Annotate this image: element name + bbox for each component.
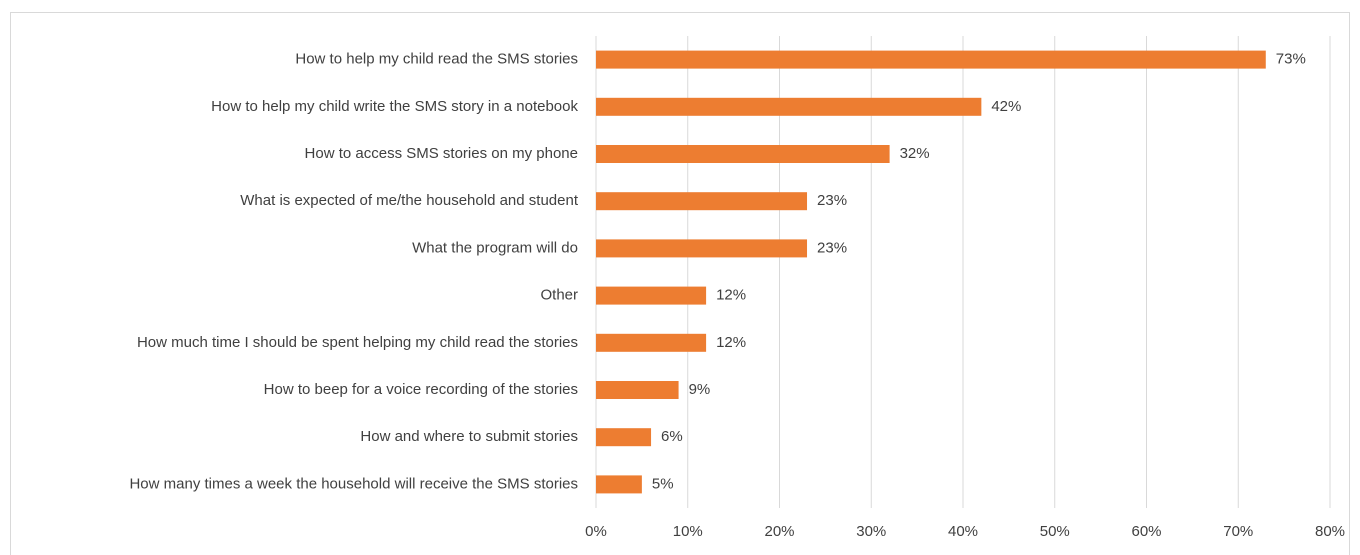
y-tick-label: How much time I should be spent helping … <box>137 334 578 351</box>
data-label: 23% <box>817 192 847 209</box>
y-tick-label: How many times a week the household will… <box>129 475 578 492</box>
data-label: 9% <box>689 381 711 398</box>
data-label: 5% <box>652 475 674 492</box>
x-tick-label: 60% <box>1131 523 1161 540</box>
y-tick-label: How to help my child read the SMS storie… <box>295 51 578 68</box>
x-tick-label: 20% <box>764 523 794 540</box>
bar <box>596 192 808 211</box>
y-tick-label: How to help my child write the SMS story… <box>211 98 578 115</box>
bar <box>596 428 652 447</box>
y-tick-label: How and where to submit stories <box>360 428 578 445</box>
bar <box>596 50 1266 69</box>
bar <box>596 475 642 494</box>
bar <box>596 333 707 352</box>
bar <box>596 97 982 116</box>
x-tick-label: 0% <box>585 523 607 540</box>
x-tick-label: 50% <box>1040 523 1070 540</box>
bar <box>596 381 679 399</box>
bar <box>596 286 707 305</box>
y-tick-label: How to beep for a voice recording of the… <box>264 381 578 398</box>
y-tick-label: Other <box>540 287 578 304</box>
x-tick-label: 40% <box>948 523 978 540</box>
y-tick-label: What the program will do <box>412 239 578 256</box>
data-label: 12% <box>716 334 746 351</box>
data-label: 73% <box>1276 51 1306 68</box>
x-tick-label: 10% <box>673 523 703 540</box>
y-tick-label: How to access SMS stories on my phone <box>305 145 578 162</box>
data-label: 12% <box>716 287 746 304</box>
data-label: 42% <box>991 98 1021 115</box>
y-tick-label: What is expected of me/the household and… <box>240 192 579 209</box>
bar <box>596 145 890 163</box>
data-label: 6% <box>661 428 683 445</box>
bar <box>596 239 808 258</box>
x-tick-label: 80% <box>1315 523 1345 540</box>
data-label: 32% <box>900 145 930 162</box>
chart-frame <box>10 12 1350 555</box>
x-tick-label: 30% <box>856 523 886 540</box>
x-tick-label: 70% <box>1223 523 1253 540</box>
data-label: 23% <box>817 239 847 256</box>
